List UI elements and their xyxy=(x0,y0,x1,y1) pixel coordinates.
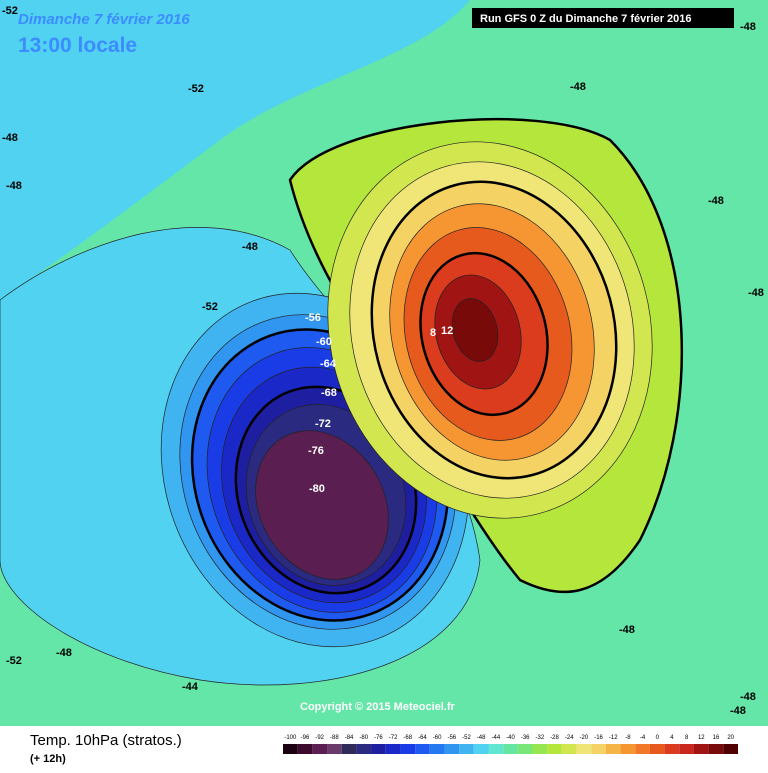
contour-label: -80 xyxy=(309,483,325,495)
contour-label: -68 xyxy=(321,387,337,399)
legend-label: -84 xyxy=(345,735,354,741)
legend-swatch xyxy=(327,744,342,754)
legend-label: -4 xyxy=(640,735,646,741)
date: Dimanche 7 février 2016 xyxy=(18,11,190,28)
legend-swatch xyxy=(444,744,460,754)
legend-label: -80 xyxy=(359,735,368,741)
legend-swatch xyxy=(488,744,504,754)
legend-label: 12 xyxy=(698,735,705,741)
contour-label: -48 xyxy=(619,624,635,636)
legend-swatch xyxy=(371,744,386,754)
legend-swatch xyxy=(503,744,518,754)
legend-swatch xyxy=(341,744,357,754)
contour-label: -48 xyxy=(570,81,586,93)
legend-swatch xyxy=(297,744,313,754)
contour-label: -64 xyxy=(320,358,337,370)
legend-label: -56 xyxy=(447,735,456,741)
legend-label: 0 xyxy=(656,735,660,741)
legend-swatch xyxy=(649,744,665,754)
footer-lead: (+ 12h) xyxy=(30,753,66,765)
footer-title: Temp. 10hPa (stratos.) xyxy=(30,732,182,749)
legend-swatch xyxy=(693,744,709,754)
legend-label: -52 xyxy=(462,735,471,741)
legend-label: -92 xyxy=(315,735,324,741)
legend-swatch xyxy=(517,744,533,754)
run-box xyxy=(472,8,734,28)
legend-swatch xyxy=(532,744,548,754)
contour-label: -52 xyxy=(6,655,22,667)
contour-label: -44 xyxy=(182,681,199,693)
contour-label: -56 xyxy=(305,312,321,324)
run: Run GFS 0 Z du Dimanche 7 février 2016 xyxy=(480,13,692,25)
legend-swatch xyxy=(576,744,592,754)
contour-label: -52 xyxy=(2,5,18,17)
legend-label: -96 xyxy=(301,735,310,741)
contour-label: -48 xyxy=(730,705,746,717)
legend-label: 20 xyxy=(727,735,734,741)
legend-swatch xyxy=(708,744,724,754)
legend-swatch xyxy=(723,744,738,754)
contour-label: -48 xyxy=(56,647,72,659)
contour-label: -72 xyxy=(315,418,331,430)
legend-swatch xyxy=(415,744,430,754)
legend-label: -16 xyxy=(594,735,603,741)
contour-label: 8 xyxy=(430,327,436,339)
contour-label: -48 xyxy=(242,241,258,253)
legend-label: 8 xyxy=(685,735,689,741)
contour-label: -48 xyxy=(740,21,756,33)
legend-label: -76 xyxy=(374,735,383,741)
legend-label: -20 xyxy=(580,735,589,741)
contour-label: -48 xyxy=(708,195,724,207)
legend-label: -48 xyxy=(477,735,486,741)
legend-label: -100 xyxy=(284,735,297,741)
legend-label: -36 xyxy=(521,735,530,741)
contour-label: -48 xyxy=(6,180,22,192)
legend-swatch xyxy=(561,744,577,754)
contour-label: -52 xyxy=(188,83,204,95)
legend-label: -72 xyxy=(389,735,398,741)
legend-swatch xyxy=(429,744,445,754)
contour-label: -52 xyxy=(202,301,218,313)
legend-swatch xyxy=(635,744,650,754)
legend-swatch xyxy=(312,744,328,754)
legend-label: -24 xyxy=(565,735,574,741)
legend-label: 16 xyxy=(713,735,720,741)
legend-swatch xyxy=(620,744,636,754)
legend-label: -88 xyxy=(330,735,339,741)
contour-label: -48 xyxy=(740,691,756,703)
legend-label: -68 xyxy=(403,735,412,741)
legend-swatch xyxy=(459,744,474,754)
cold-80 xyxy=(255,430,389,580)
cyan-region xyxy=(0,0,470,300)
contour-label: -76 xyxy=(308,445,324,457)
contour-label: -48 xyxy=(2,132,18,144)
legend-swatch xyxy=(664,744,680,754)
legend-label: -12 xyxy=(609,735,618,741)
legend-swatch xyxy=(605,744,621,754)
legend-swatch xyxy=(547,744,562,754)
legend-label: -60 xyxy=(433,735,442,741)
legend-swatch xyxy=(385,744,401,754)
legend-swatch xyxy=(283,744,298,754)
legend-label: -44 xyxy=(491,735,500,741)
legend-label: -40 xyxy=(506,735,515,741)
time: 13:00 locale xyxy=(18,34,137,57)
legend-swatch xyxy=(679,744,694,754)
warm-16c xyxy=(451,298,499,362)
legend-swatch xyxy=(591,744,606,754)
map-fields xyxy=(0,0,684,686)
legend-swatch xyxy=(356,744,372,754)
contour-label: -48 xyxy=(748,287,764,299)
legend-label: -64 xyxy=(418,735,427,741)
legend-label: -8 xyxy=(625,735,631,741)
legend-label: -28 xyxy=(550,735,559,741)
legend-label: -32 xyxy=(536,735,545,741)
legend-swatch xyxy=(400,744,416,754)
legend-label: 4 xyxy=(670,735,674,741)
legend-swatch xyxy=(473,744,489,754)
contour-label: -60 xyxy=(316,336,332,348)
copyright: Copyright © 2015 Meteociel.fr xyxy=(300,701,456,713)
contour-label: 12 xyxy=(441,325,453,337)
